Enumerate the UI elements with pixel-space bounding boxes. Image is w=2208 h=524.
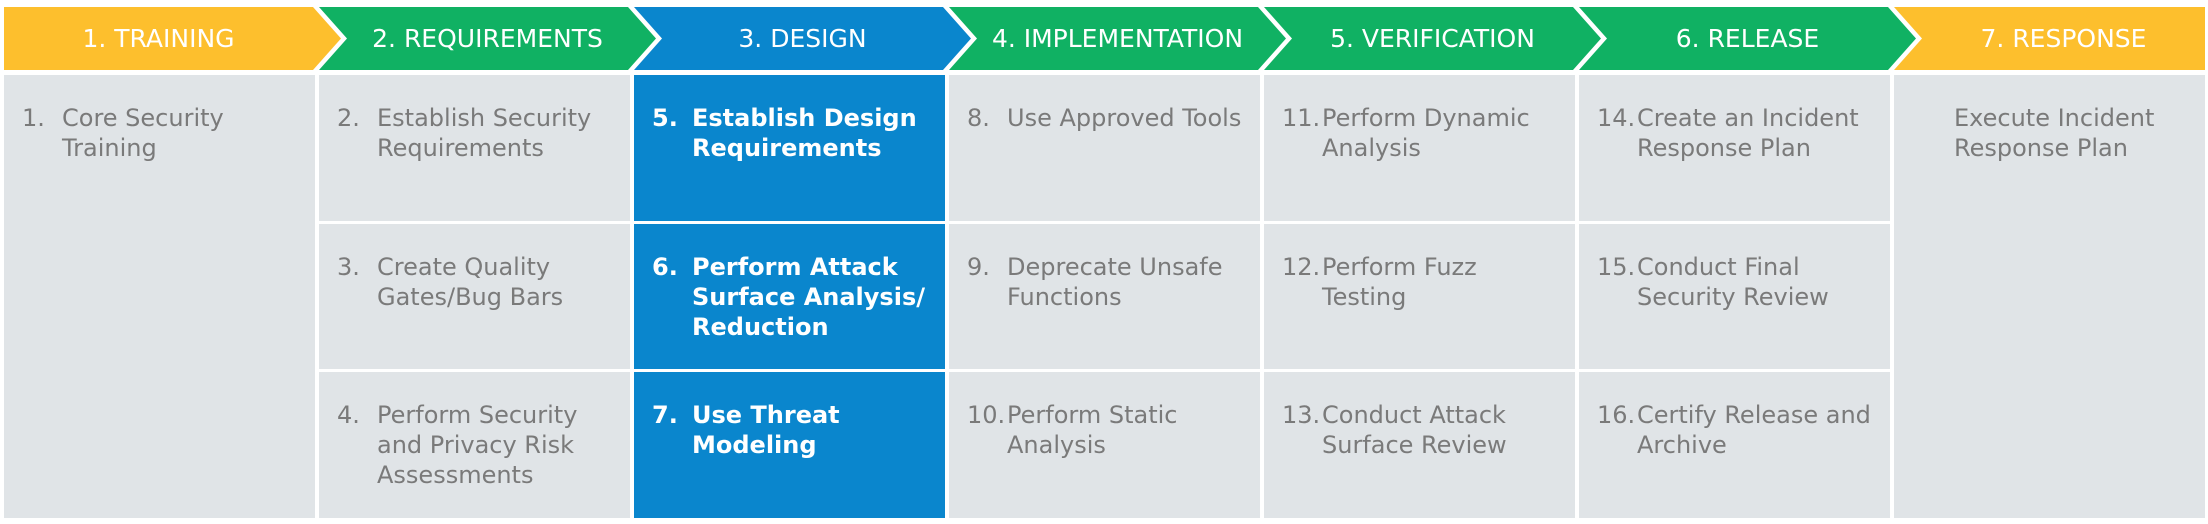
task-number: 13. [1282, 401, 1321, 430]
task-cell: 15. Conduct Final Security Review [1579, 223, 1890, 370]
task-number: 7. [652, 401, 678, 430]
phase-header: 6. RELEASE [1579, 7, 1916, 70]
phase-header: 7. RESPONSE [1894, 7, 2205, 70]
task-cell: 4. Perform Security and Privacy Risk Asse… [319, 372, 630, 518]
task-cell: 9. Deprecate Unsafe Functions [949, 223, 1260, 370]
task-number: 11. [1282, 104, 1321, 132]
task-number: 1. [22, 104, 45, 132]
task-text: Perform Dynamic Analysis [1322, 104, 1530, 162]
task-cell: 14. Create an Incident Response Plan [1579, 75, 1890, 221]
task-text: Establish Design Requirements [692, 104, 917, 162]
task-number: 14. [1597, 104, 1636, 132]
task-cell: 13. Conduct Attack Surface Review [1264, 372, 1575, 518]
phase-header: 1. TRAINING [4, 7, 341, 70]
task-number: 16. [1597, 401, 1636, 430]
task-number: 10. [967, 401, 1006, 430]
task-cell: 5. Establish Design Requirements [634, 75, 945, 221]
task-cell: 11. Perform Dynamic Analysis [1264, 75, 1575, 221]
task-text: Perform Fuzz Testing [1322, 252, 1477, 311]
task-cell: 10. Perform Static Analysis [949, 372, 1260, 518]
task-text: Certify Release and Archive [1637, 401, 1871, 460]
task-number: 4. [337, 401, 360, 430]
task-cell: 16. Certify Release and Archive [1579, 372, 1890, 518]
phase-header: 5. VERIFICATION [1264, 7, 1601, 70]
task-text: Establish Security Requirements [377, 104, 592, 162]
task-cell: 7. Use Threat Modeling [634, 372, 945, 518]
task-cell: 12. Perform Fuzz Testing [1264, 223, 1575, 370]
task-cell: 1. Core Security Training [4, 75, 315, 518]
task-cell: 3. Create Quality Gates/Bug Bars [319, 223, 630, 370]
task-text: Conduct Attack Surface Review [1322, 401, 1507, 460]
phase-header: 3. DESIGN [634, 7, 971, 70]
task-number: 9. [967, 252, 990, 281]
task-text: Conduct Final Security Review [1637, 252, 1829, 311]
task-text: Perform Attack Surface Analysis/ Reducti… [692, 252, 925, 341]
phase-header: 4. IMPLEMENTATION [949, 7, 1286, 70]
task-number: 12. [1282, 252, 1321, 281]
task-text: Create Quality Gates/Bug Bars [377, 252, 564, 311]
task-number: 6. [652, 252, 678, 281]
task-number: 3. [337, 252, 360, 281]
task-cell: Execute Incident Response Plan [1894, 75, 2205, 518]
task-number: 15. [1597, 252, 1636, 281]
task-number: 8. [967, 104, 990, 132]
task-text: Use Threat Modeling [692, 401, 840, 460]
task-text: Perform Static Analysis [1007, 401, 1178, 460]
task-cell: 6. Perform Attack Surface Analysis/ Reduc… [634, 223, 945, 370]
task-cell: 2. Establish Security Requirements [319, 75, 630, 221]
task-text: Deprecate Unsafe Functions [1007, 252, 1223, 311]
task-number: 5. [652, 104, 678, 132]
phase-header: 2. REQUIREMENTS [319, 7, 656, 70]
task-text: Use Approved Tools [1007, 104, 1242, 132]
task-text: Perform Security and Privacy Risk Assess… [377, 401, 578, 490]
task-number: 2. [337, 104, 360, 132]
task-text: Create an Incident Response Plan [1637, 104, 1859, 162]
task-text: Core Security Training [62, 104, 224, 162]
task-cell: 8. Use Approved Tools [949, 75, 1260, 221]
task-text: Execute Incident Response Plan [1954, 104, 2155, 162]
